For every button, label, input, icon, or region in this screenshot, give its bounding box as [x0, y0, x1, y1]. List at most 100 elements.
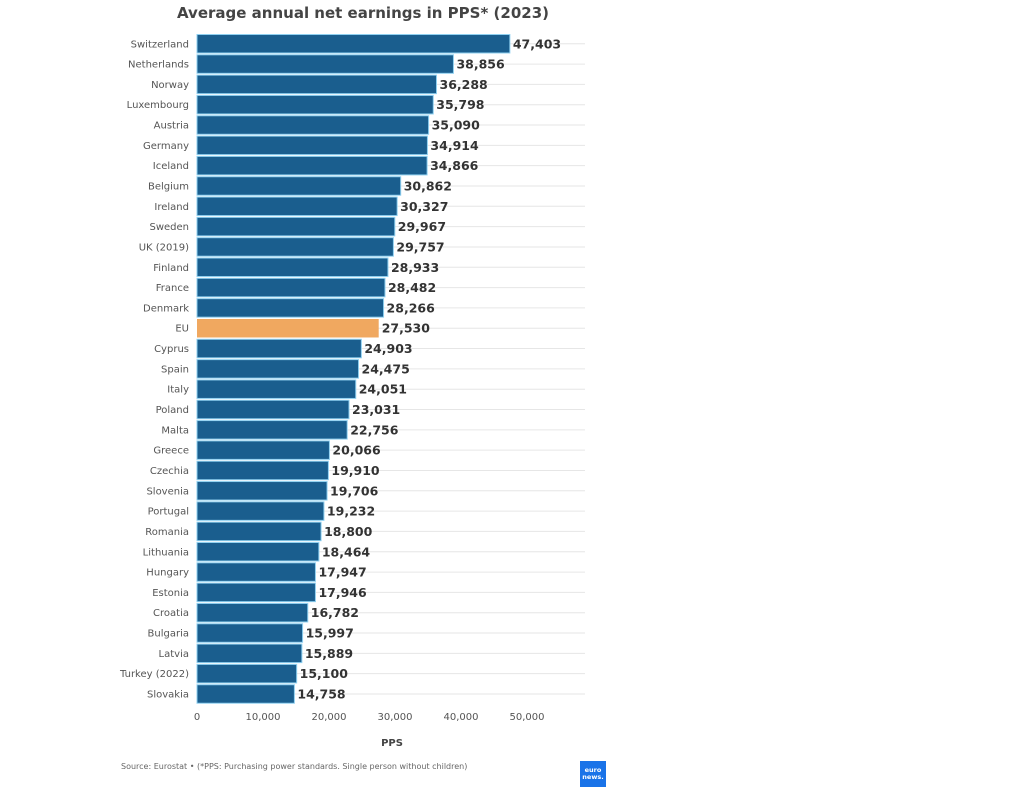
value-label: 15,100 — [300, 666, 349, 681]
bar-france[interactable] — [196, 277, 386, 298]
chart-title: Average annual net earnings in PPS* (202… — [176, 4, 549, 22]
bar-germany[interactable] — [196, 135, 428, 156]
bar-estonia[interactable] — [196, 582, 316, 603]
category-label: Croatia — [153, 608, 189, 619]
bar-slovenia[interactable] — [196, 481, 328, 501]
x-axis: 0 10,000 20,000 30,000 40,000 50,000 PPS — [194, 712, 545, 749]
bar-czechia[interactable] — [196, 460, 329, 481]
category-label: Romania — [145, 527, 189, 538]
category-label: Estonia — [152, 588, 189, 599]
bar-italy[interactable] — [196, 379, 357, 399]
category-label: Spain — [161, 364, 189, 375]
value-label: 47,403 — [513, 36, 561, 51]
category-label: Iceland — [153, 161, 189, 172]
category-label: Finland — [153, 263, 189, 274]
value-label: 35,090 — [432, 118, 481, 133]
bar-belgium[interactable] — [196, 176, 402, 196]
logo-line-1: euro — [584, 766, 602, 774]
value-label: 20,066 — [332, 443, 381, 458]
category-label: EU — [175, 324, 189, 335]
value-label: 16,782 — [311, 605, 359, 620]
category-label: Malta — [161, 425, 189, 436]
category-label: UK (2019) — [139, 242, 189, 253]
category-label: Germany — [143, 141, 189, 152]
category-label: Greece — [153, 446, 189, 457]
bar-finland[interactable] — [196, 257, 389, 278]
bar-spain[interactable] — [196, 359, 360, 379]
bar-greece[interactable] — [196, 440, 330, 460]
category-label: Sweden — [149, 222, 189, 233]
bar-eu[interactable] — [197, 318, 379, 338]
value-label: 28,482 — [388, 280, 436, 295]
category-label: Hungary — [146, 568, 189, 579]
category-label: Austria — [154, 121, 189, 132]
category-label: Slovakia — [147, 689, 189, 700]
value-label: 24,475 — [362, 361, 410, 376]
category-label: Czechia — [150, 466, 189, 477]
value-label: 19,910 — [331, 463, 380, 478]
bar-netherlands[interactable] — [196, 54, 454, 74]
logo-line-2: news. — [582, 773, 604, 781]
bar-lithuania[interactable] — [196, 542, 320, 562]
bar-ireland[interactable] — [196, 196, 398, 217]
labels: Switzerland 47,403 Netherlands 38,856 Norway… — [119, 36, 561, 701]
value-label: 23,031 — [352, 402, 400, 417]
bar-denmark[interactable] — [196, 298, 385, 318]
value-label: 24,051 — [359, 382, 407, 397]
category-label: Netherlands — [128, 60, 189, 71]
value-label: 29,967 — [398, 219, 446, 234]
value-label: 29,757 — [396, 239, 444, 254]
value-label: 14,758 — [297, 686, 345, 701]
bar-hungary[interactable] — [196, 562, 316, 582]
value-label: 28,266 — [387, 300, 436, 315]
bar-austria[interactable] — [196, 115, 430, 135]
bar-malta[interactable] — [196, 420, 348, 440]
value-label: 30,862 — [404, 178, 452, 193]
value-label: 22,756 — [350, 422, 399, 437]
value-label: 17,947 — [318, 565, 366, 580]
value-label: 34,914 — [430, 138, 479, 153]
bar-turkey-2022[interactable] — [196, 663, 298, 684]
value-label: 36,288 — [440, 77, 488, 92]
category-label: Belgium — [148, 181, 189, 192]
bar-bulgaria[interactable] — [196, 623, 304, 643]
x-axis-title: PPS — [381, 738, 403, 749]
category-label: Italy — [167, 385, 189, 396]
bar-slovakia[interactable] — [196, 684, 295, 704]
x-tick-label: 20,000 — [312, 712, 347, 723]
bar-cyprus[interactable] — [196, 338, 362, 359]
bar-croatia[interactable] — [196, 602, 309, 623]
value-label: 38,856 — [456, 57, 505, 72]
bar-portugal[interactable] — [196, 501, 325, 521]
bar-switzerland[interactable] — [196, 34, 511, 54]
x-tick-label: 50,000 — [510, 712, 545, 723]
bar-romania[interactable] — [196, 521, 322, 542]
bar-latvia[interactable] — [196, 643, 303, 664]
value-label: 17,946 — [318, 585, 367, 600]
bars — [196, 34, 511, 704]
bar-luxembourg[interactable] — [196, 94, 434, 115]
value-label: 19,706 — [330, 483, 379, 498]
category-label: Cyprus — [154, 344, 189, 355]
category-label: Denmark — [143, 303, 189, 314]
category-label: Portugal — [148, 507, 189, 518]
bar-poland[interactable] — [196, 399, 350, 420]
value-label: 15,997 — [306, 626, 354, 641]
value-label: 18,464 — [322, 544, 371, 559]
bar-uk-2019[interactable] — [196, 237, 394, 257]
category-label: Luxembourg — [127, 100, 189, 111]
value-label: 15,889 — [305, 646, 353, 661]
value-label: 24,903 — [364, 341, 412, 356]
bar-sweden[interactable] — [196, 216, 396, 237]
category-label: Slovenia — [146, 486, 189, 497]
euronews-logo[interactable]: euro news. — [580, 761, 606, 787]
bar-norway[interactable] — [196, 74, 438, 95]
value-label: 19,232 — [327, 504, 375, 519]
bar-iceland[interactable] — [196, 155, 428, 176]
x-tick-label: 40,000 — [444, 712, 479, 723]
category-label: Switzerland — [131, 39, 189, 50]
category-label: Bulgaria — [148, 629, 189, 640]
category-label: Norway — [151, 80, 189, 91]
category-label: Lithuania — [143, 547, 189, 558]
